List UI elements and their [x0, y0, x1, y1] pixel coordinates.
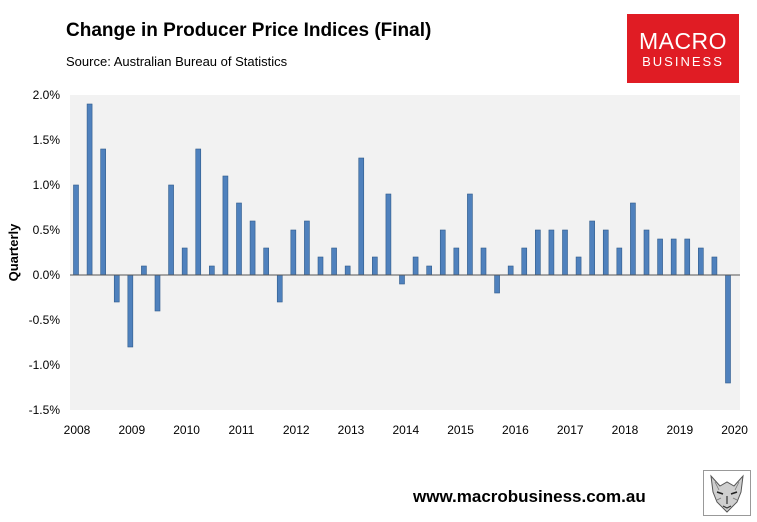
bar [195, 148, 202, 276]
bar [426, 265, 432, 276]
wolf-icon [703, 470, 751, 516]
source-note: Source: Australian Bureau of Statistics [66, 54, 288, 69]
macrobusiness-logo: MACRO BUSINESS [627, 14, 739, 83]
logo-line-2: BUSINESS [642, 54, 724, 69]
bar [385, 193, 392, 276]
y-tick-label: -1.5% [29, 403, 61, 417]
bar [616, 247, 623, 276]
bar [630, 202, 636, 276]
y-tick-label: 0.0% [33, 268, 61, 282]
y-tick-label: 1.0% [33, 178, 61, 192]
bar [453, 247, 460, 276]
y-tick-label: 2.0% [33, 88, 61, 102]
bar [100, 148, 106, 276]
bar [154, 274, 161, 312]
plot-area [70, 95, 740, 410]
bar [73, 184, 79, 276]
bar [331, 247, 337, 276]
bar [317, 256, 324, 276]
bar [236, 202, 242, 276]
bar [535, 229, 541, 276]
bar [399, 274, 405, 285]
bar [222, 175, 229, 276]
bar [127, 274, 134, 348]
bar [304, 220, 310, 276]
x-tick-label: 2011 [228, 423, 254, 437]
bar [602, 229, 609, 276]
y-tick-label: 1.5% [33, 133, 61, 147]
x-tick-label: 2014 [392, 423, 419, 437]
x-tick-label: 2010 [173, 423, 200, 437]
bar [562, 229, 568, 276]
chart-title: Change in Producer Price Indices (Final) [66, 20, 432, 41]
x-tick-label: 2012 [283, 423, 310, 437]
bar [86, 103, 93, 276]
bar [725, 274, 731, 384]
x-tick-label: 2013 [338, 423, 365, 437]
y-tick-label: -0.5% [29, 313, 61, 327]
bar [439, 229, 446, 276]
bar [507, 265, 514, 276]
bar [711, 256, 718, 276]
bar [575, 256, 582, 276]
bar [141, 265, 147, 276]
bar [263, 247, 269, 276]
bar [290, 229, 297, 276]
x-tick-label: 2009 [118, 423, 145, 437]
logo-line-1: MACRO [638, 28, 728, 54]
bar [698, 247, 704, 276]
bar [480, 247, 487, 276]
website-url: www.macrobusiness.com.au [413, 487, 646, 506]
x-tick-label: 2019 [666, 423, 693, 437]
x-tick-label: 2018 [612, 423, 639, 437]
bar [181, 247, 188, 276]
bar [168, 184, 174, 276]
bar [657, 238, 663, 276]
bar [643, 229, 650, 276]
y-axis-label: Quarterly [6, 223, 21, 282]
x-tick-label: 2016 [502, 423, 529, 437]
bar [670, 238, 677, 276]
bar [494, 274, 500, 294]
y-tick-label: -1.0% [29, 358, 61, 372]
bar [412, 256, 419, 276]
x-tick-label: 2008 [64, 423, 91, 437]
bar-chart: 2.0% 1.5% 1.0% 0.5% 0.0% -0.5% -1.0% -1.5% Quart… [6, 88, 748, 437]
bar [113, 274, 120, 303]
x-tick-label: 2017 [557, 423, 584, 437]
bar [548, 229, 555, 276]
bar [209, 265, 215, 276]
bar [249, 220, 256, 276]
x-tick-label: 2015 [447, 423, 474, 437]
bar [467, 193, 473, 276]
x-tick-label: 2020 [721, 423, 748, 437]
bar [358, 157, 365, 276]
y-tick-label: 0.5% [33, 223, 61, 237]
bar [344, 265, 351, 276]
bar [372, 256, 378, 276]
bar [589, 220, 595, 276]
bar [684, 238, 691, 276]
bar [521, 247, 528, 276]
bar [276, 274, 283, 303]
